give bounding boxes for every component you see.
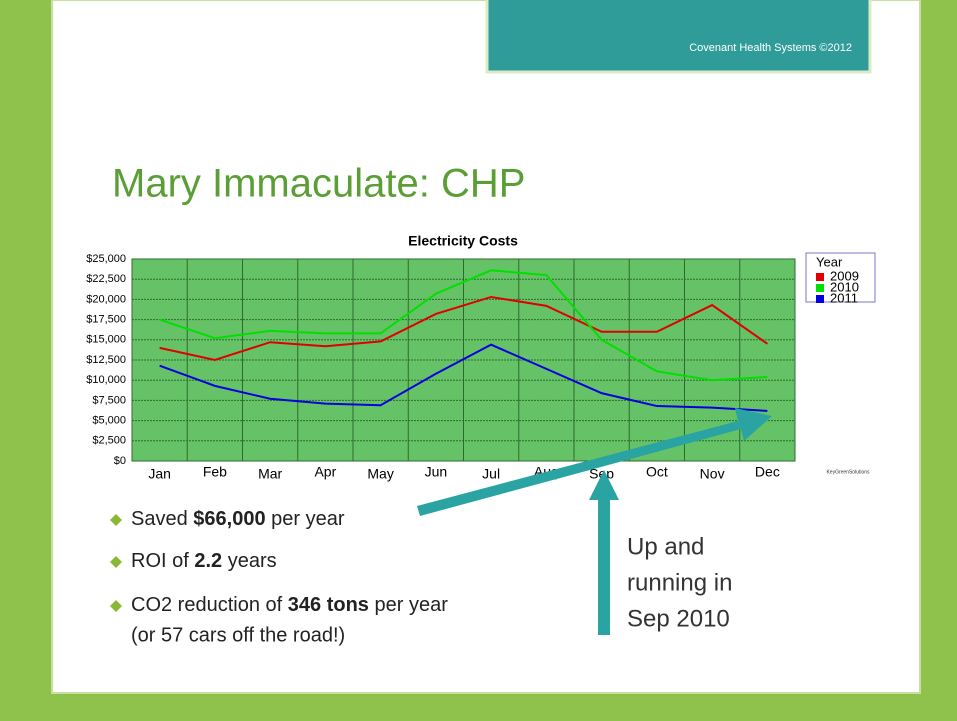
bullet-text: ROI of	[131, 550, 189, 572]
x-tick-label: Jan	[148, 466, 171, 482]
annotation-line: Up and	[627, 533, 704, 560]
annotation-line: running in	[627, 569, 732, 596]
bullet-text: CO2 reduction of	[131, 594, 283, 616]
bullet: ROI of 2.2 years	[131, 550, 277, 572]
logo-text: KeyGreenSolutions	[826, 469, 870, 475]
bullet-bold: 346 tons	[288, 594, 369, 616]
legend-swatch	[816, 295, 824, 303]
x-tick-label: Dec	[755, 464, 780, 480]
y-tick-label: $5,000	[92, 415, 126, 427]
x-tick-label: Oct	[646, 464, 668, 480]
bullet: CO2 reduction of 346 tons per year	[131, 594, 448, 616]
x-tick-label: Mar	[258, 466, 282, 482]
bullet-text: per year	[374, 594, 448, 616]
legend-swatch	[816, 284, 824, 292]
slide: Covenant Health Systems ©2012 Mary Immac…	[0, 0, 957, 721]
x-tick-label: Jul	[482, 466, 500, 482]
legend-title: Year	[816, 254, 843, 269]
y-tick-label: $7,500	[92, 394, 126, 406]
y-tick-label: $10,000	[86, 374, 126, 386]
slide-title: Mary Immaculate: CHP	[112, 162, 525, 206]
x-tick-label: Nov	[700, 466, 725, 482]
y-tick-label: $17,500	[86, 314, 126, 326]
chart: $0 $2,500 $5,000 $7,500 $10,000 $12,500 $15,00…	[86, 253, 875, 482]
y-tick-label: $15,000	[86, 334, 126, 346]
legend-swatch	[816, 273, 824, 281]
y-tick-label: $12,500	[86, 354, 126, 366]
x-tick-label: Jun	[425, 464, 448, 480]
header-box	[487, 0, 870, 72]
bullet-text: per year	[271, 508, 345, 530]
y-tick-label: $0	[114, 455, 126, 467]
y-tick-label: $20,000	[86, 293, 126, 305]
x-tick-label: May	[367, 466, 393, 482]
bullet: Saved $66,000 per year	[131, 508, 345, 530]
chart-title: Electricity Costs	[408, 233, 518, 249]
annotation-line: Sep 2010	[627, 605, 730, 632]
bullet-text: years	[228, 550, 277, 572]
y-tick-label: $22,500	[86, 273, 126, 285]
bullet-text: Saved	[131, 508, 188, 530]
legend-label: 2011	[830, 290, 858, 305]
x-tick-label: Apr	[314, 464, 336, 480]
bullet-line: (or 57 cars off the road!)	[131, 624, 345, 646]
page: {"header": {"text": "Covenant Health Sys…	[0, 0, 957, 721]
y-tick-label: $25,000	[86, 253, 126, 265]
bullet-bold: $66,000	[193, 508, 265, 530]
bullet-bold: 2.2	[194, 550, 222, 572]
header-text: Covenant Health Systems ©2012	[689, 42, 852, 54]
y-tick-label: $2,500	[92, 435, 126, 447]
x-tick-label: Feb	[203, 464, 227, 480]
